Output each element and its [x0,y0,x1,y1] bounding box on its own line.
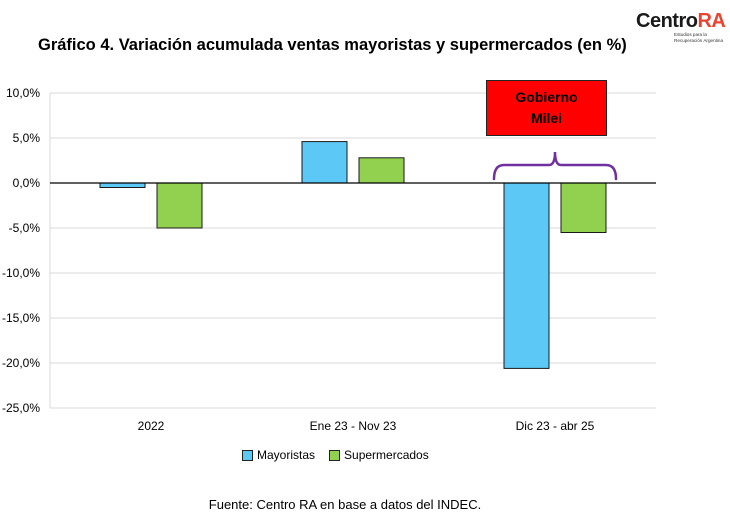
legend-item-mayoristas: Mayoristas [242,448,315,462]
legend-swatch-supermercados [329,449,341,461]
y-tick-label: 0,0% [13,176,41,190]
legend-item-supermercados: Supermercados [329,448,429,462]
legend-label-supermercados: Supermercados [344,448,429,462]
x-tick-label: Ene 23 - Nov 23 [310,419,397,433]
y-tick-label: -10,0% [2,266,40,280]
logo-name-part2: RA [697,10,726,32]
bar-supermercados-2 [560,182,607,233]
gobierno-milei-annotation: Gobierno Milei [486,80,607,136]
legend-swatch-mayoristas [242,449,253,461]
y-tick-label: -20,0% [2,356,40,370]
y-tick-label: -15,0% [2,311,40,325]
annotation-text: Gobierno Milei [515,89,578,126]
bar-mayoristas-1 [301,141,348,184]
y-tick-label: 5,0% [13,131,41,145]
chart-legend: Mayoristas Supermercados [242,448,443,462]
centro-ra-logo: CentroRA Estudios para la Recuperación A… [636,10,726,43]
legend-label-mayoristas: Mayoristas [257,448,316,462]
logo-name-part1: Centro [636,10,698,32]
y-tick-label: -5,0% [9,221,41,235]
bar-mayoristas-2 [503,182,550,369]
chart-title: Gráfico 4. Variación acumulada ventas ma… [38,36,627,54]
y-tick-label: 10,0% [6,86,40,100]
source-note: Fuente: Centro RA en base a datos del IN… [208,497,482,512]
bar-supermercados-1 [358,157,405,184]
bar-mayoristas-0 [99,182,146,188]
y-tick-label: -25,0% [2,401,40,415]
x-tick-label: Dic 23 - abr 25 [516,419,595,433]
annotation-bracket [492,151,618,181]
bar-supermercados-0 [156,182,203,229]
x-tick-label: 2022 [138,419,165,433]
logo-tagline: Estudios para la Recuperación Argentina [674,32,724,43]
